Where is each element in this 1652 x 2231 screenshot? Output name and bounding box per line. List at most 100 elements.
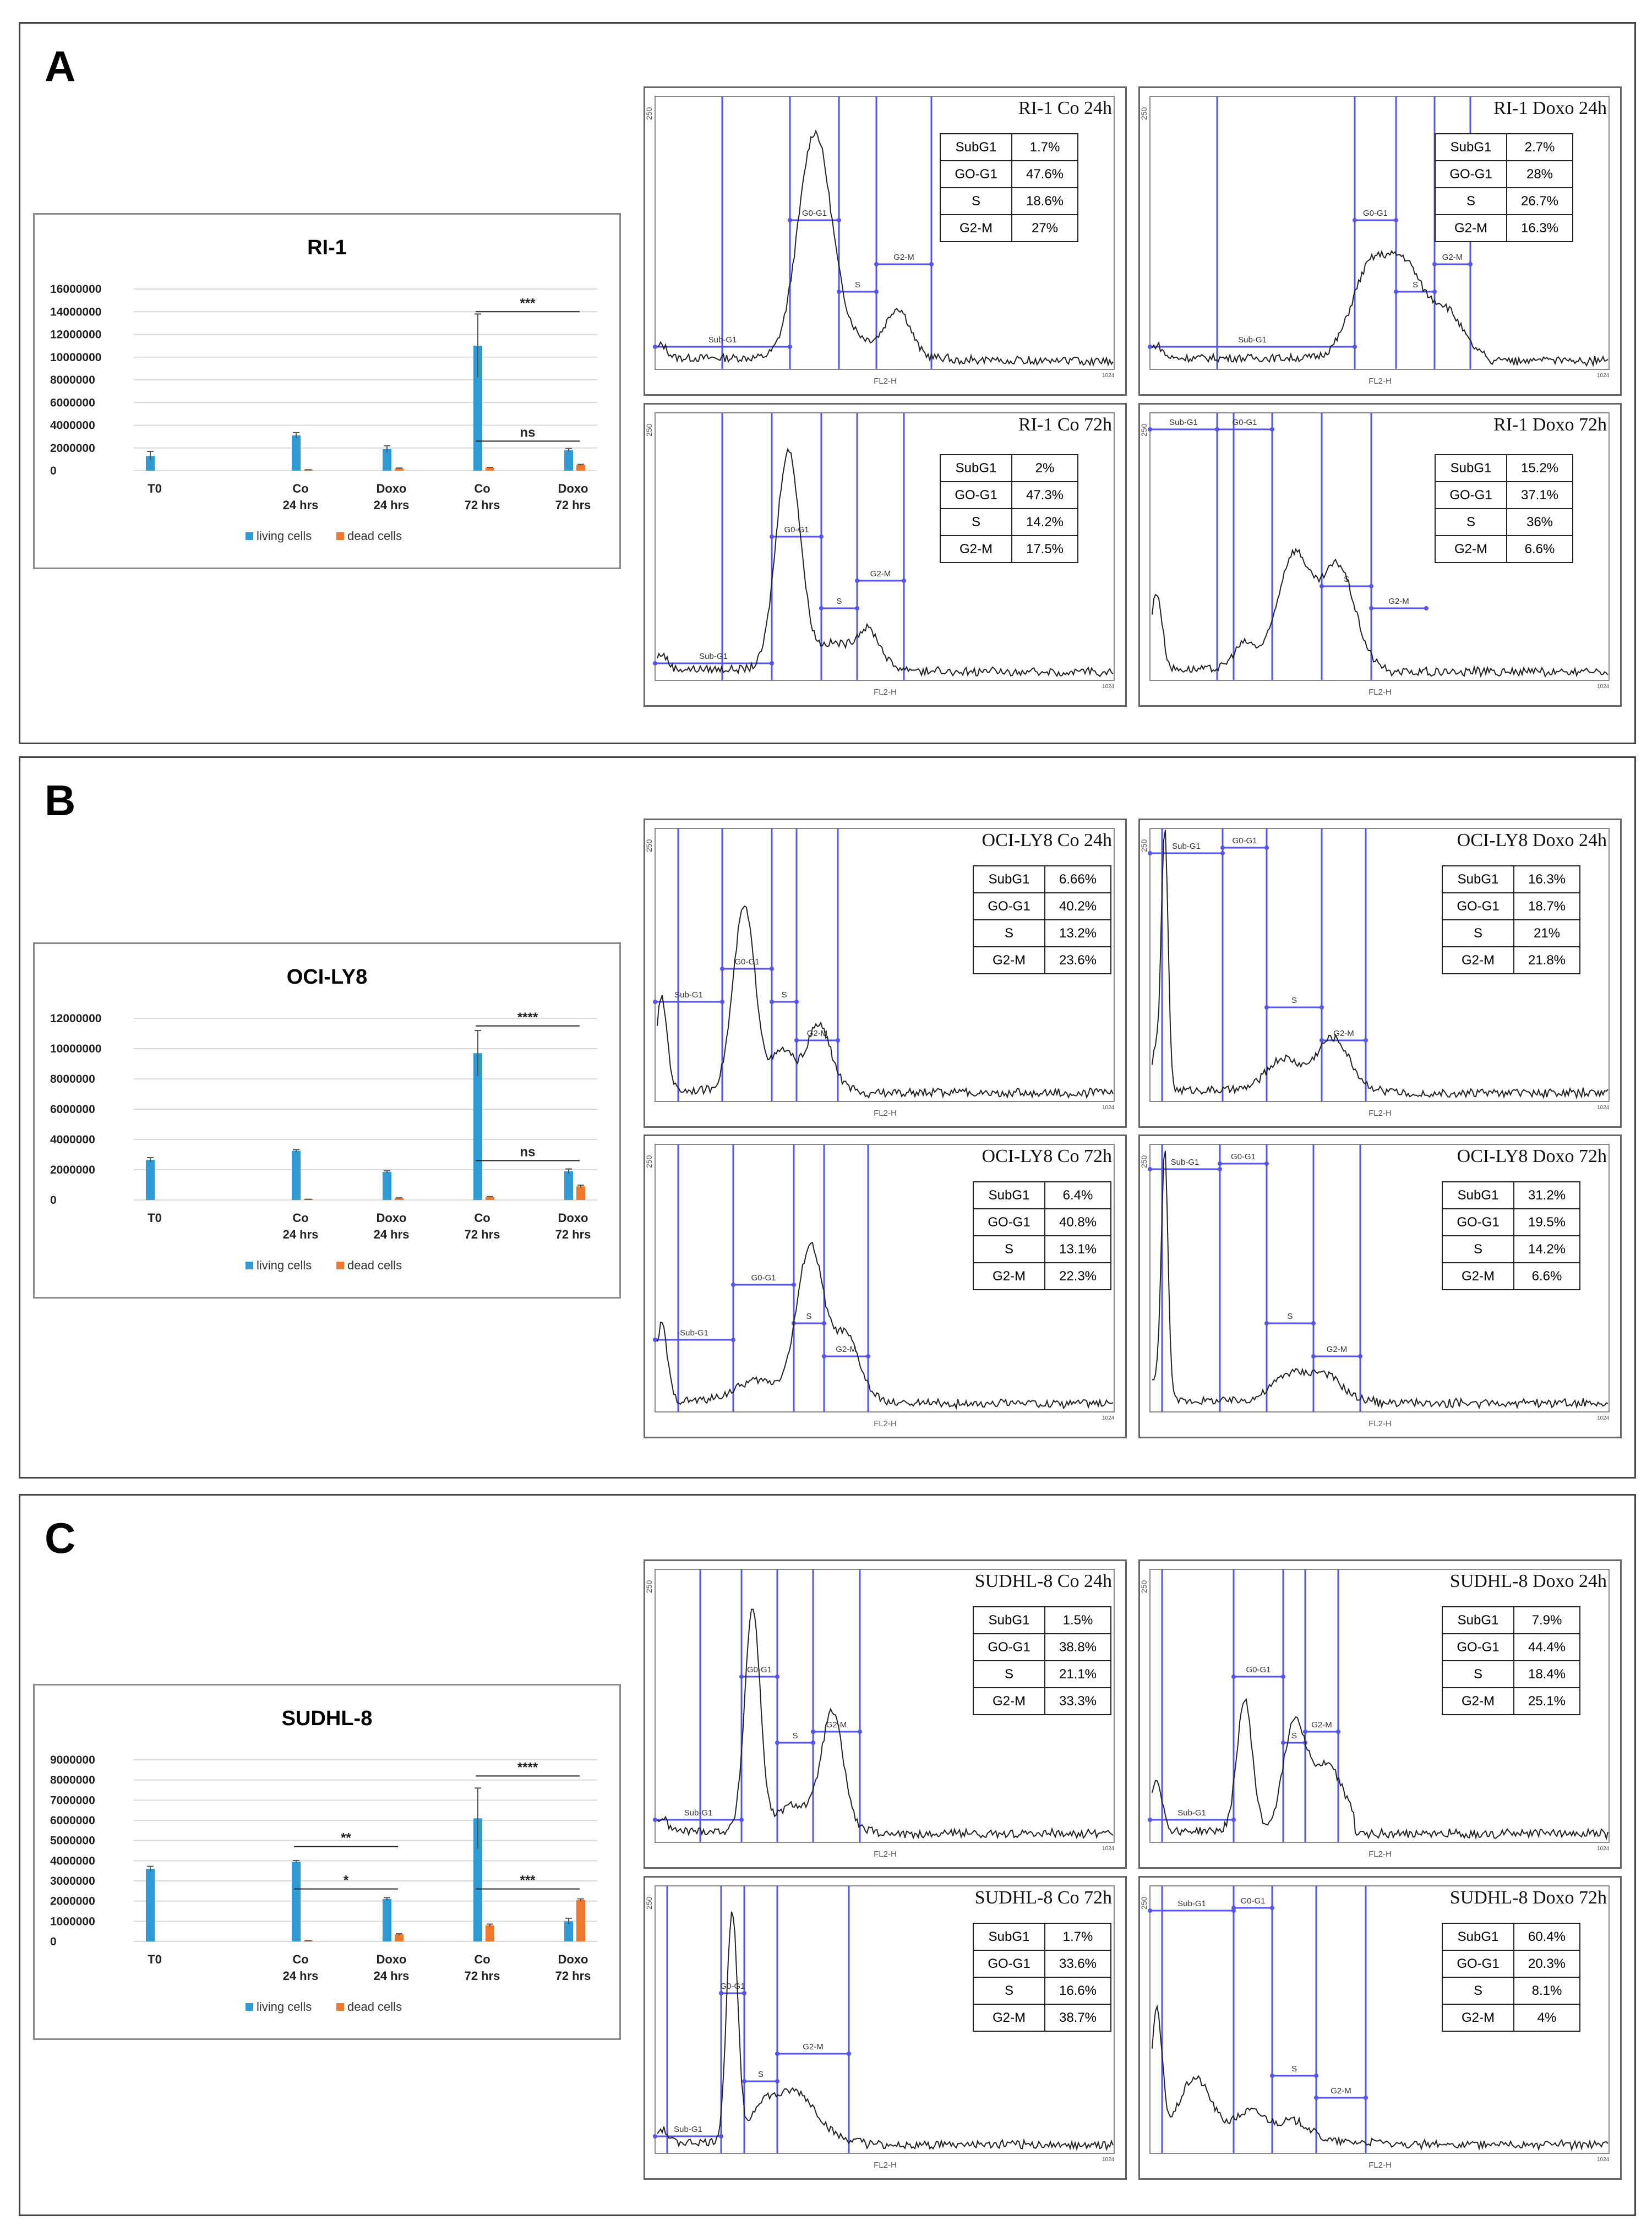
dna-content-histogram — [657, 1242, 1114, 1410]
table-row: GO-G1 40.8% — [973, 1208, 1111, 1236]
gate-label: S — [1287, 1312, 1293, 1321]
gate-label: Sub-G1 — [1172, 842, 1201, 851]
x-tick-line: Co — [474, 1211, 490, 1225]
gate-marker — [653, 1818, 657, 1822]
bar-living-cells — [146, 1869, 155, 1941]
phase-value: 15.2% — [1506, 454, 1573, 482]
phase-label: GO-G1 — [973, 892, 1045, 920]
table-row: S 18.6% — [940, 187, 1078, 215]
legend-dead-swatch — [336, 1262, 344, 1269]
gate-label: Sub-G1 — [1177, 1899, 1206, 1908]
x-axis-end-label: 1024 — [1102, 1105, 1115, 1111]
bar-living-cells — [383, 1172, 391, 1200]
gate-marker — [1303, 1730, 1307, 1734]
cell-cycle-table: SubG1 7.9% GO-G1 44.4% S 18.4% G2-M 25.1% — [1442, 1606, 1580, 1715]
x-tick-line: 72 hrs — [555, 1969, 591, 1983]
flow-plot-ocily8-co-24h: 250 FL2-H 1024 Sub-G1 G0-G1 S G2-M OCI-LY8 Co … — [644, 819, 1127, 1128]
y-tick-label: 8000000 — [50, 1774, 95, 1787]
phase-value: 44.4% — [1513, 1633, 1580, 1661]
table-row: S 21% — [1442, 919, 1580, 947]
y-tick-label: 6000000 — [50, 1103, 95, 1116]
phase-label: GO-G1 — [940, 481, 1012, 509]
x-tick-line: 24 hrs — [374, 1969, 410, 1983]
table-row: G2-M 4% — [1442, 2004, 1580, 2032]
y-tick-label: 12000000 — [50, 329, 101, 341]
gate-marker — [1264, 1005, 1269, 1010]
y-tick-label: 6000000 — [50, 1814, 95, 1827]
gate-marker — [1314, 2096, 1318, 2100]
x-tick-line: Doxo — [377, 482, 407, 495]
gate-marker — [855, 606, 859, 610]
phase-label: SubG1 — [1442, 865, 1514, 893]
y-tick-label: 0 — [50, 1194, 57, 1207]
significance-label: **** — [517, 1010, 538, 1025]
phase-value: 21.8% — [1513, 946, 1580, 974]
x-tick-label: Doxo 72 hrs — [555, 482, 591, 512]
x-axis-end-label: 1024 — [1102, 684, 1115, 690]
gate-marker — [775, 1674, 779, 1679]
table-row: G2-M 27% — [940, 214, 1078, 242]
gate-marker — [1394, 290, 1398, 294]
phase-label: G2-M — [940, 214, 1012, 242]
table-row: GO-G1 20.3% — [1442, 1950, 1580, 1978]
gate-label: S — [781, 990, 787, 1000]
gate-marker — [770, 1000, 774, 1004]
gate-marker — [811, 1730, 815, 1734]
x-tick-label: Doxo 72 hrs — [555, 1952, 591, 1983]
phase-label: G2-M — [1442, 2004, 1514, 2032]
phase-value: 4% — [1513, 2004, 1580, 2032]
gate-marker — [1218, 1167, 1222, 1171]
gate-marker — [770, 661, 774, 666]
x-axis-end-label: 1024 — [1102, 1846, 1115, 1852]
gate-label: S — [758, 2070, 764, 2079]
gate-marker — [775, 2079, 779, 2083]
dna-content-histogram — [657, 905, 1114, 1099]
y-tick-label: 10000000 — [50, 1043, 101, 1055]
phase-value: 33.6% — [1044, 1950, 1111, 1978]
phase-value: 27% — [1011, 214, 1078, 242]
x-tick-label: T0 — [148, 1952, 162, 1966]
flow-plot-ri1-co-24h: 250 FL2-H 1024 Sub-G1 G0-G1 S G2-M RI-1 Co 24h… — [644, 86, 1127, 396]
gate-label: S — [806, 1312, 811, 1321]
gate-marker — [739, 1674, 744, 1679]
phase-value: 38.8% — [1044, 1633, 1111, 1661]
gate-marker — [819, 534, 824, 539]
phase-value: 18.6% — [1011, 187, 1078, 215]
table-row: G2-M 22.3% — [973, 1262, 1111, 1290]
phase-value: 33.3% — [1044, 1687, 1111, 1715]
gate-marker — [1264, 846, 1269, 850]
significance-label: *** — [520, 296, 536, 310]
y-axis-tick-label: 250 — [645, 1580, 653, 1593]
cell-cycle-table: SubG1 1.7% GO-G1 47.6% S 18.6% G2-M 27% — [940, 133, 1078, 242]
table-row: G2-M 17.5% — [940, 535, 1078, 563]
legend-dead-swatch — [336, 2003, 344, 2011]
gate-marker — [1320, 584, 1324, 588]
gate-marker — [1215, 427, 1219, 432]
x-axis-end-label: 1024 — [1102, 2157, 1115, 2163]
chart-title: SUDHL-8 — [282, 1707, 373, 1730]
gate-label: G0-G1 — [1246, 1665, 1271, 1674]
significance-label: ns — [520, 1145, 535, 1160]
flow-plot-area — [655, 828, 1115, 1102]
flow-title: SUDHL-8 Doxo 72h — [1449, 1888, 1607, 1908]
phase-value: 40.8% — [1044, 1208, 1111, 1236]
y-axis-tick-label: 250 — [645, 423, 653, 437]
gate-marker — [836, 1038, 840, 1043]
table-row: SubG1 6.66% — [973, 865, 1111, 893]
flow-plot-area — [1149, 412, 1610, 681]
phase-label: SubG1 — [973, 865, 1045, 893]
bar-chart-a: RI-1 16000000 14000000 12000000 10000000 8000… — [33, 213, 621, 569]
phase-label: GO-G1 — [1435, 481, 1507, 509]
gate-marker — [874, 290, 879, 294]
gate-label: G2-M — [1442, 253, 1463, 262]
gate-label: G2-M — [826, 1720, 847, 1730]
phase-label: SubG1 — [1435, 133, 1507, 161]
gate-label: G0-G1 — [1232, 418, 1257, 427]
x-axis-label: FL2-H — [1369, 1109, 1392, 1118]
phase-label: SubG1 — [940, 133, 1012, 161]
gate-label: G0-G1 — [784, 525, 809, 534]
y-tick-label: 1000000 — [50, 1915, 95, 1928]
